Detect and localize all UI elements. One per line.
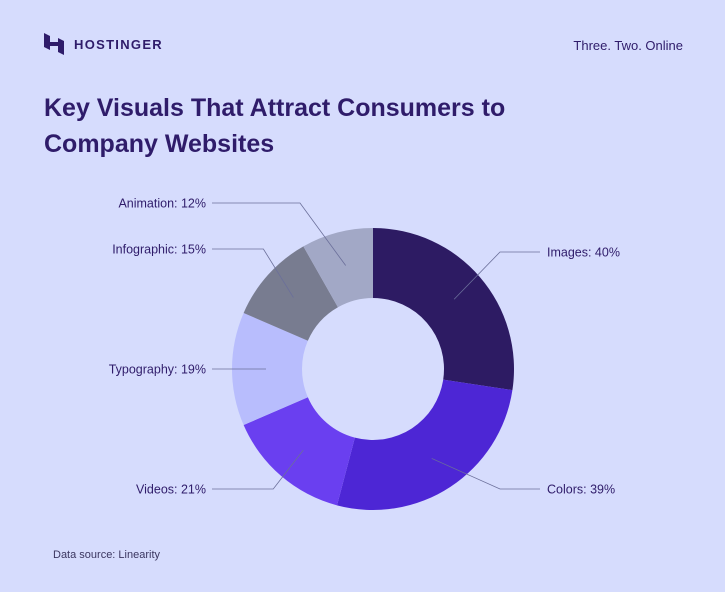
leader-line-animation bbox=[212, 202, 347, 266]
brand-name: HOSTINGER bbox=[74, 36, 163, 52]
chart-title: Key Visuals That Attract Consumers to Co… bbox=[44, 90, 644, 162]
hostinger-logo-icon bbox=[44, 33, 64, 55]
slice-animation bbox=[303, 228, 373, 308]
label-images: Images: 40% bbox=[547, 246, 620, 260]
brand: HOSTINGER bbox=[44, 33, 163, 55]
leader-line-colors bbox=[431, 458, 540, 490]
slice-typography bbox=[232, 312, 308, 426]
slice-videos bbox=[243, 397, 355, 506]
tagline: Three. Two. Online bbox=[573, 38, 683, 53]
label-animation: Animation: 12% bbox=[118, 197, 206, 211]
leader-line-infographic bbox=[212, 248, 294, 298]
leader-line-videos bbox=[212, 449, 304, 490]
slice-images bbox=[373, 228, 515, 391]
slice-colors bbox=[336, 379, 513, 511]
chart-title-line-1: Key Visuals That Attract Consumers to bbox=[44, 94, 506, 122]
data-source: Data source: Linearity bbox=[53, 549, 160, 561]
label-videos: Videos: 21% bbox=[136, 483, 206, 497]
chart-title-line-2: Company Websites bbox=[44, 130, 275, 158]
leader-line-images bbox=[453, 251, 540, 300]
label-typography: Typography: 19% bbox=[109, 363, 206, 377]
label-infographic: Infographic: 15% bbox=[112, 243, 206, 257]
label-colors: Colors: 39% bbox=[547, 483, 615, 497]
